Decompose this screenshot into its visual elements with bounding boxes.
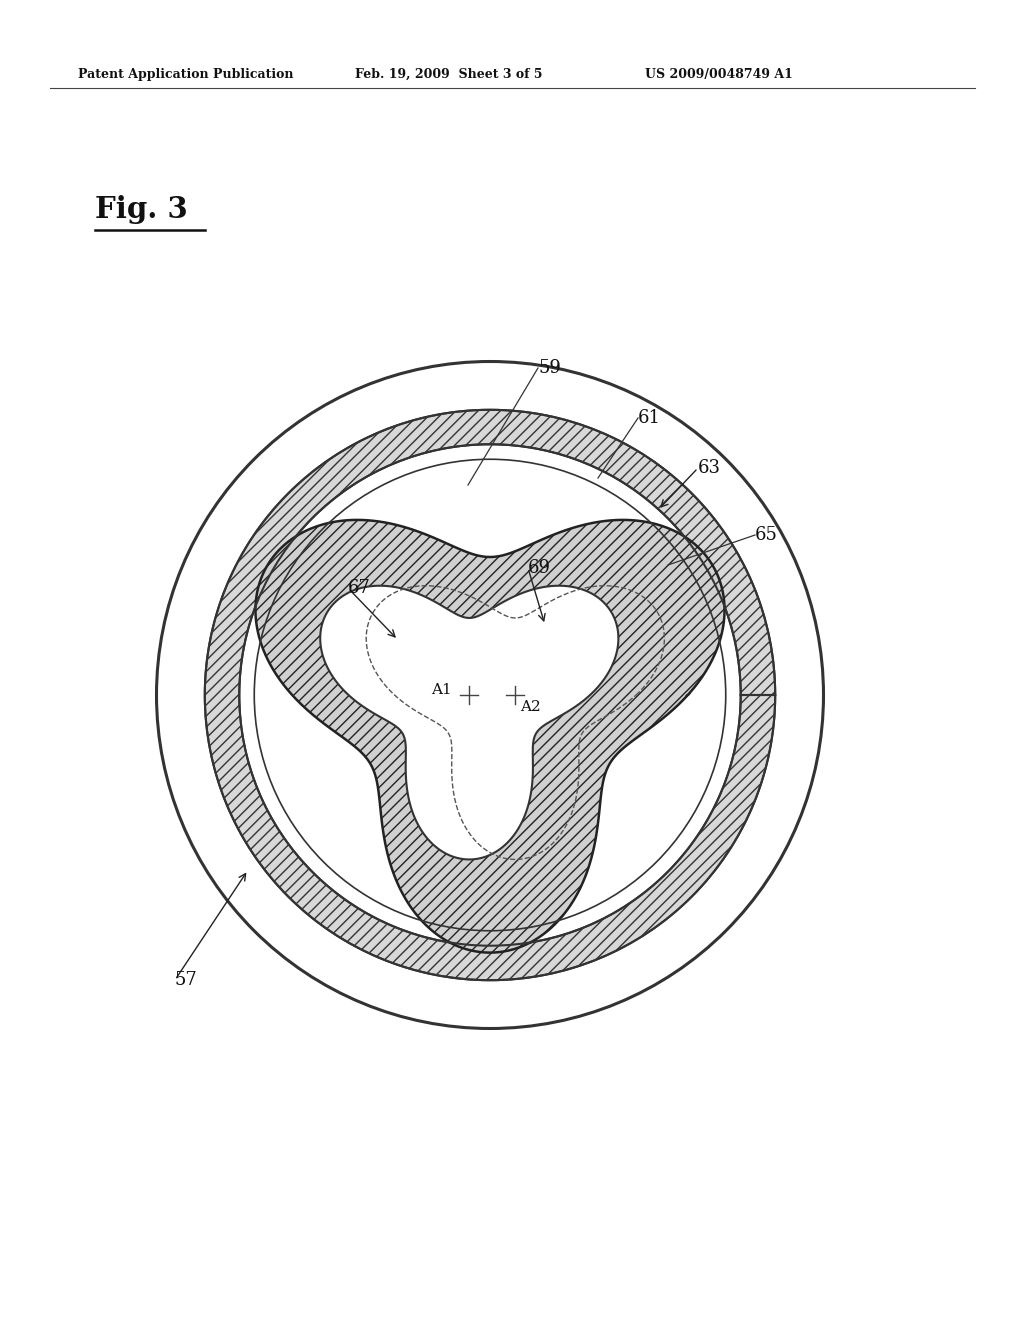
Text: US 2009/0048749 A1: US 2009/0048749 A1 [645,69,793,81]
Text: Patent Application Publication: Patent Application Publication [78,69,294,81]
Text: Feb. 19, 2009  Sheet 3 of 5: Feb. 19, 2009 Sheet 3 of 5 [355,69,543,81]
Polygon shape [255,520,725,953]
Polygon shape [205,409,775,981]
Text: Fig. 3: Fig. 3 [95,195,187,224]
Text: A1: A1 [431,682,452,697]
Text: 63: 63 [698,459,721,477]
Text: 67: 67 [348,579,371,597]
Text: 61: 61 [638,409,662,426]
Text: 69: 69 [528,558,551,577]
Text: 65: 65 [755,525,778,544]
Polygon shape [321,586,618,859]
Text: A2: A2 [520,700,541,714]
Text: 57: 57 [175,972,198,989]
Text: 59: 59 [538,359,561,378]
